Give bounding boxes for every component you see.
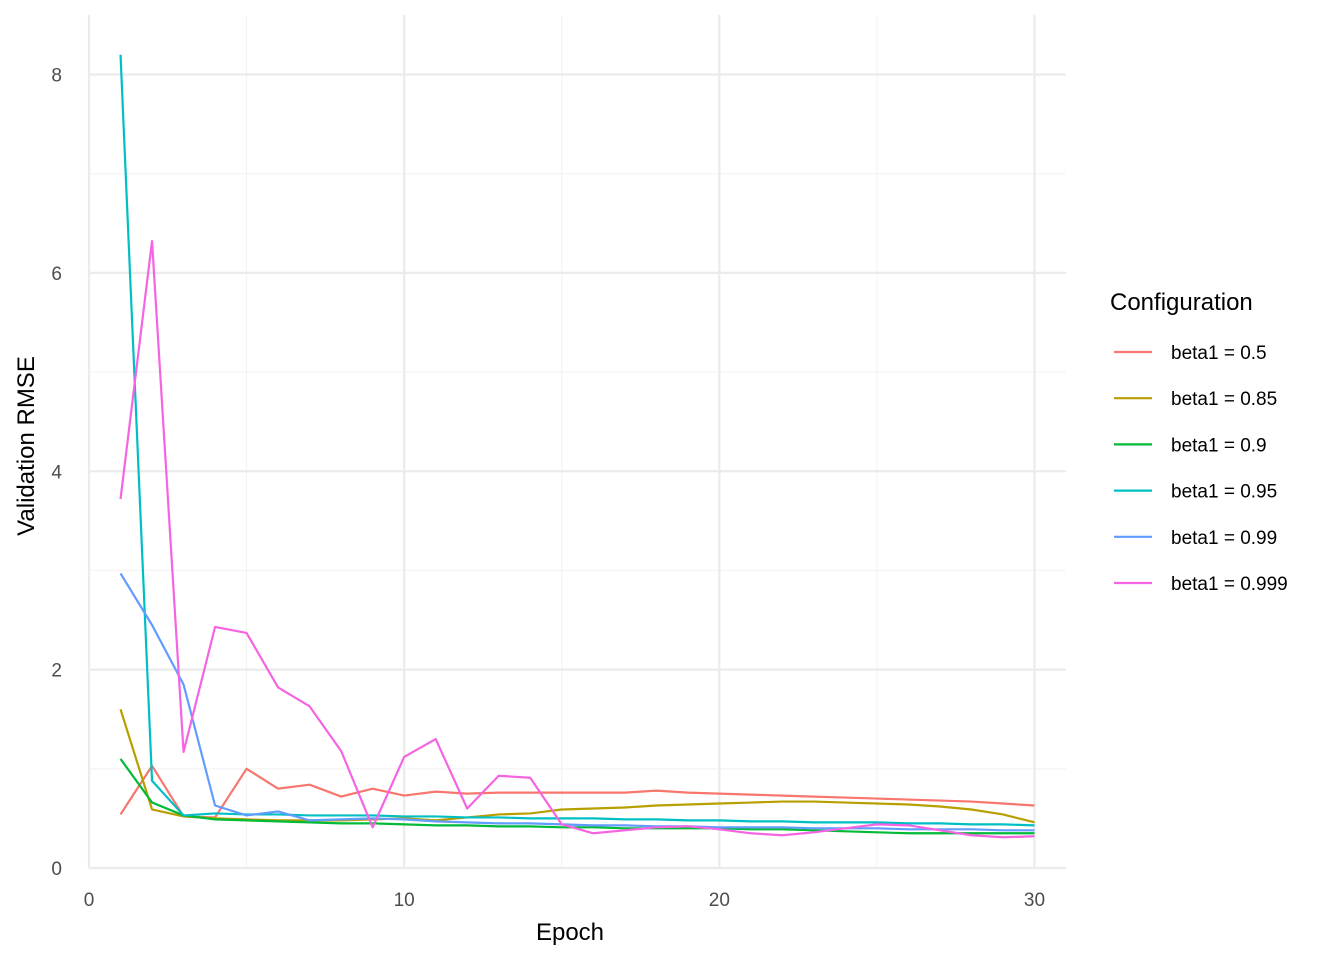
legend-label: beta1 = 0.9 <box>1171 435 1267 456</box>
y-axis-ticks: 0 2 4 6 8 <box>51 66 62 880</box>
y-tick-label: 0 <box>51 859 62 880</box>
series-lines <box>119 54 1035 839</box>
series-line-1 <box>119 764 1035 819</box>
x-axis-title: Epoch <box>536 919 604 946</box>
legend-label: beta1 = 0.85 <box>1171 389 1277 410</box>
x-tick-label: 10 <box>394 890 415 911</box>
legend-title: Configuration <box>1110 289 1253 316</box>
series-line-6 <box>119 240 1035 839</box>
legend-label: beta1 = 0.95 <box>1171 482 1277 503</box>
series-line-2 <box>119 708 1035 824</box>
legend-label: beta1 = 0.99 <box>1171 528 1277 549</box>
x-axis-ticks: 0 10 20 30 <box>84 890 1045 911</box>
legend-label: beta1 = 0.5 <box>1171 343 1267 364</box>
y-tick-label: 2 <box>51 661 62 682</box>
minor-gridlines <box>89 15 1066 868</box>
legend-label: beta1 = 0.999 <box>1171 574 1288 595</box>
series-line-4 <box>119 54 1035 827</box>
series-line-3 <box>119 758 1035 835</box>
x-tick-label: 20 <box>709 890 730 911</box>
legend: Configuration beta1 = 0.5 beta1 = 0.85 bet… <box>1110 289 1288 595</box>
series-line-5 <box>119 572 1035 832</box>
x-tick-label: 30 <box>1024 890 1045 911</box>
y-tick-label: 4 <box>51 462 62 483</box>
major-gridlines <box>87 15 1066 870</box>
y-axis-title: Validation RMSE <box>13 356 40 536</box>
y-tick-label: 8 <box>51 66 62 87</box>
y-tick-label: 6 <box>51 264 62 285</box>
x-tick-label: 0 <box>84 890 95 911</box>
